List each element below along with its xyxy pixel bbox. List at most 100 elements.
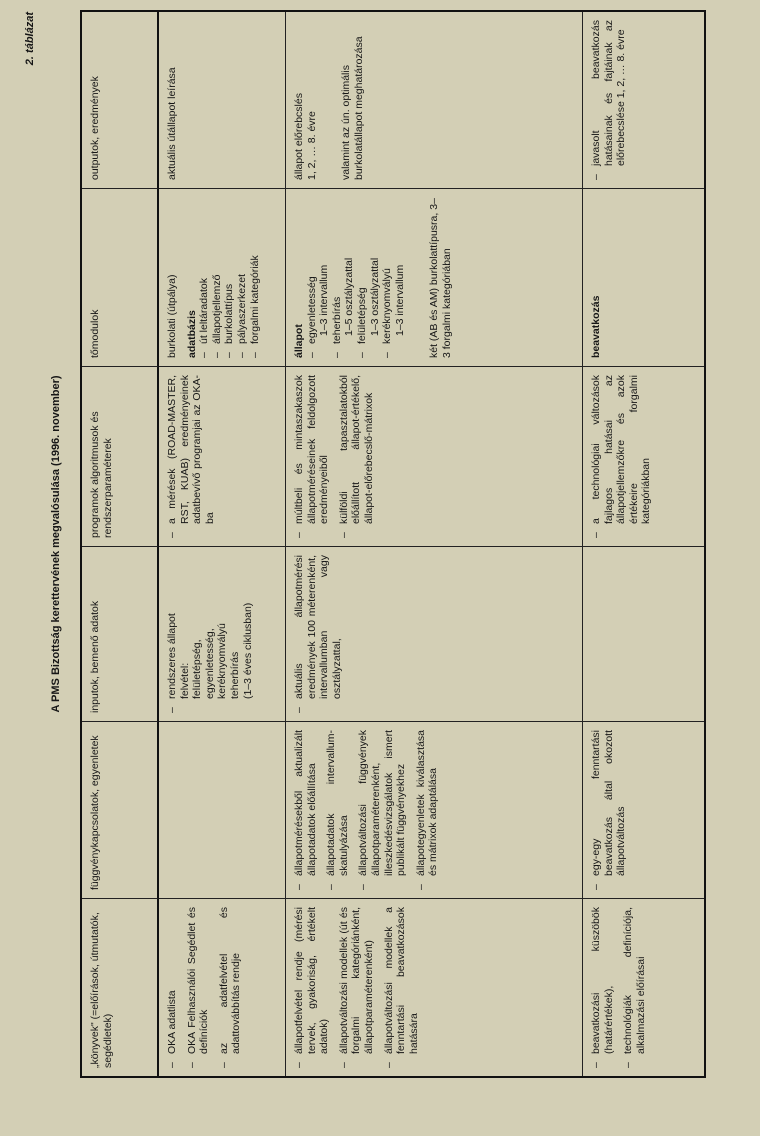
dash-bullet: –: [210, 352, 223, 358]
dash-bullet: –: [330, 352, 343, 358]
list-item: – állapotmérésekből aktualizált állapotad…: [293, 730, 318, 890]
list-item-text: javasolt beavatkozás hatásainak és fajtá…: [590, 20, 628, 166]
dash-bullet: –: [305, 352, 318, 358]
dash-bullet: –: [590, 1062, 602, 1068]
dash-bullet: –: [590, 532, 602, 538]
list-item-text: múltbeli és mintaszakaszok állapotmérése…: [293, 375, 331, 524]
column-header: programok algoritmusok és rendszerparamé…: [82, 366, 159, 546]
list-item: – egy-egy fenntartási beavatkozás által o…: [590, 730, 628, 890]
sub-item-detail: 1–3 intervallum: [318, 264, 331, 336]
table-cell: – rendszeres állapot felvétel: felületéps…: [159, 546, 286, 721]
sub-item-label: forgalmi kategóriák: [248, 255, 261, 344]
list-item-text: állapotváltozási függvények állapotparam…: [357, 730, 408, 876]
list-item-text: OKA adatlista: [166, 990, 178, 1054]
table-cell: – aktuális állapotmérési eredmények 100 m…: [286, 546, 583, 721]
dash-bullet: –: [382, 1062, 395, 1068]
sub-item-text: út leltáradatok: [198, 197, 211, 344]
list-item: – állapotfelvétel rendje (mérési tervek, …: [293, 907, 331, 1068]
sub-item-text: egyenletesség 1–3 intervallum: [306, 197, 331, 344]
sub-item-text: forgalmi kategóriák: [249, 197, 262, 344]
table-cell: [583, 546, 704, 721]
table-cell: – a mérések (ROAD-MASTER, RST, KUAB) ered…: [159, 366, 286, 546]
list-item: – állapotváltozási modellek a fenntartási…: [383, 907, 421, 1068]
list-item: – az adatfelvétel és adattovábbítás rendj…: [218, 907, 243, 1068]
list-item-text: beavatkozási küszöbök (határértékek),: [590, 907, 615, 1054]
list-item: – aktuális állapotmérési eredmények 100 m…: [293, 555, 343, 713]
dash-bullet: –: [217, 1062, 230, 1068]
paragraph: állapot: [293, 324, 305, 358]
list-item: – OKA adatlista: [166, 907, 179, 1068]
sub-item: – pályaszerkezet: [236, 197, 249, 358]
table-cell: – javasolt beavatkozás hatásainak és fajt…: [583, 12, 704, 188]
list-item-text: külföldi tapasztalatokból előállított ál…: [337, 375, 375, 524]
dash-bullet: –: [185, 1062, 198, 1068]
paragraph: két (AB és AM) burkolattípusra, 3–3 forg…: [428, 198, 453, 358]
dash-bullet: –: [381, 352, 394, 358]
dash-bullet: –: [293, 532, 305, 538]
table-cell: – múltbeli és mintaszakaszok állapotmérés…: [286, 366, 583, 546]
dash-bullet: –: [293, 884, 305, 890]
list-item: – a mérések (ROAD-MASTER, RST, KUAB) ered…: [166, 375, 216, 538]
sub-item-detail: 1–5 osztályzattal: [343, 257, 356, 336]
dash-bullet: –: [337, 532, 350, 538]
column-header-label: inputok, bemenő adatok: [89, 600, 101, 713]
list-item: – javasolt beavatkozás hatásainak és fajt…: [590, 20, 628, 180]
list-item: – a technológiai változások fajlagos hatá…: [590, 375, 653, 538]
sub-item-text: teherbírás 1–5 osztályzattal: [331, 197, 356, 344]
list-item: – állapotadatok intervallum-skatulyázása: [325, 730, 350, 890]
list-item: – OKA Felhasználói Segédlet és definíciók: [186, 907, 211, 1068]
dash-bullet: –: [248, 352, 261, 358]
dash-bullet: –: [414, 884, 427, 890]
sub-item-label: teherbírás: [330, 296, 343, 344]
list-item: – állapotváltozási függvények állapotpara…: [357, 730, 407, 890]
list-item-text: a technológiai változások fajlagos hatás…: [590, 375, 653, 524]
dash-bullet: –: [355, 352, 368, 358]
sub-item: – teherbírás 1–5 osztályzattal: [331, 197, 356, 358]
dash-bullet: –: [166, 1062, 178, 1068]
dash-bullet: –: [198, 352, 211, 358]
dash-bullet: –: [293, 1062, 305, 1068]
list-item: – múltbeli és mintaszakaszok állapotmérés…: [293, 375, 331, 538]
list-item: – rendszeres állapot felvétel: felületéps…: [166, 555, 254, 713]
table-cell: – egy-egy fenntartási beavatkozás által o…: [583, 721, 704, 898]
list-item-text: a mérések (ROAD-MASTER, RST, KUAB) eredm…: [166, 375, 216, 524]
column-header: függvénykapcsolatok, egyenletek: [82, 721, 159, 898]
dash-bullet: –: [166, 707, 178, 713]
list-item-text: állapotváltozási modellek a fenntartási …: [382, 907, 420, 1054]
paragraph: burkolati (útpálya): [166, 274, 178, 358]
list-item: – állapotegyenletek kiválasztása és mátri…: [415, 730, 440, 890]
table-cell: [159, 721, 286, 898]
list-item-text: állapotmérésekből aktualizált állapotada…: [293, 730, 318, 876]
sub-item: – állapotjellemző: [211, 197, 224, 358]
table-cell: – a technológiai változások fajlagos hatá…: [583, 366, 704, 546]
sub-item-label: pályaszerkezet: [235, 273, 248, 344]
list-item: – technológiák definíciója, alkalmazási e…: [622, 907, 647, 1068]
table-cell: – OKA adatlista – OKA Felhasználói Segédlet…: [159, 898, 286, 1076]
sub-item-label: keréknyomvályú: [381, 268, 394, 344]
dash-bullet: –: [293, 707, 305, 713]
list-item-text: állapotadatok intervallum-skatulyázása: [325, 730, 350, 876]
column-header: „könyvek" (=előírások, útmutatók, segédl…: [82, 898, 159, 1076]
column-header: tőmodulok: [82, 188, 159, 366]
list-item-text: OKA Felhasználói Segédlet és definíciók: [185, 907, 211, 1054]
sub-item-detail: 1–3 intervallum: [393, 264, 406, 336]
column-header: inputok, bemenő adatok: [82, 546, 159, 721]
table-title: A PMS Bizottság kerettervének megvalósul…: [50, 375, 62, 713]
sub-item-label: egyenletesség: [305, 276, 318, 344]
column-header: outputok, eredmények: [82, 12, 159, 188]
dash-bullet: –: [223, 352, 236, 358]
sub-item-label: felületépség: [355, 287, 368, 344]
dash-bullet: –: [590, 884, 602, 890]
dash-bullet: –: [235, 352, 248, 358]
column-header-label: programok algoritmusok és rendszerparamé…: [89, 411, 114, 538]
dash-bullet: –: [622, 1062, 635, 1068]
paragraph: állapot előrebcslés 1, 2, … 8. évre: [293, 93, 318, 180]
table-cell: burkolati (útpálya) adatbázis – út leltárad…: [159, 188, 286, 366]
list-item-text: aktuális állapotmérési eredmények 100 mé…: [293, 555, 343, 699]
list-item: – állapotváltozási modellek (út és forgal…: [338, 907, 376, 1068]
sub-item: – burkolattípus: [223, 197, 236, 358]
sub-item-label: út leltáradatok: [198, 278, 211, 344]
list-item-text: technológiák definíciója, alkalmazási el…: [622, 907, 647, 1054]
dash-bullet: –: [325, 884, 338, 890]
paragraph: adatbázis: [185, 310, 198, 358]
